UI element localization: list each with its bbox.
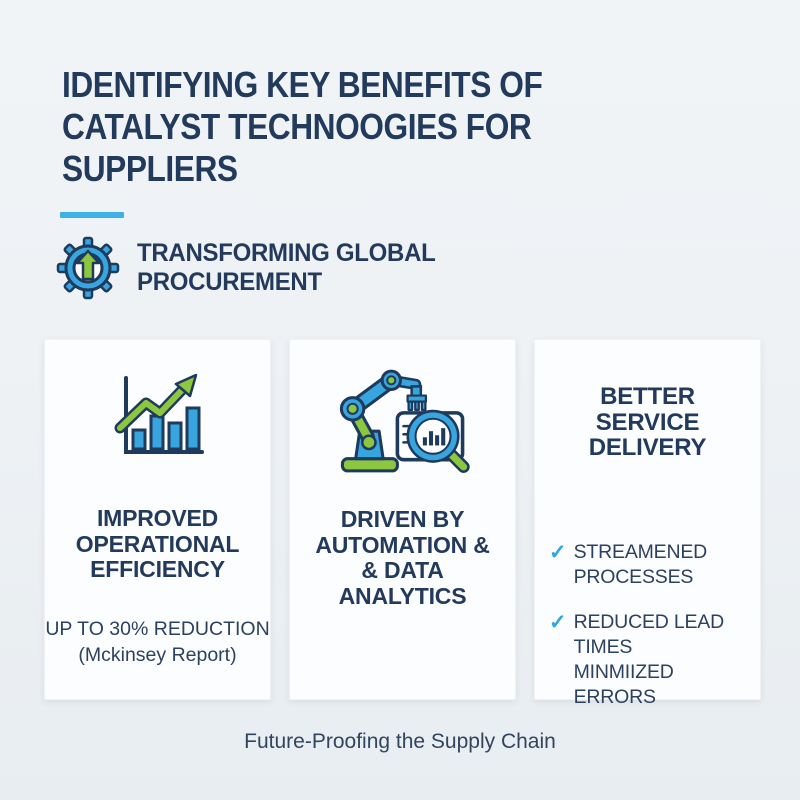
checklist-line: STREAMENED <box>573 541 708 563</box>
benefit-cards-row: IMPROVED OPERATIONAL EFFICIENCY UP TO 30… <box>44 339 761 708</box>
bar-chart-growth-icon <box>114 373 204 454</box>
section-subtitle: TRANSFORMING GLOBAL PROCUREMENT <box>137 239 436 297</box>
checklist-item: ✓ REDUCED LEAD TIMES MINMIIZED ERRORS <box>549 610 754 710</box>
card-automation-analytics: DRIVEN BY AUTOMATION & & DATA ANALYTICS <box>289 339 516 700</box>
benefit-checklist: ✓ STREAMENED PROCESSES ✓ REDUCED LEAD TI… <box>549 540 754 710</box>
main-title-line: IDENTIFYING KEY BENEFITS OF <box>62 64 543 105</box>
card-title: DRIVEN BY AUTOMATION & & DATA ANALYTICS <box>290 506 515 609</box>
section-subtitle-line: TRANSFORMING GLOBAL <box>137 239 436 267</box>
section-subtitle-line: PROCUREMENT <box>137 268 322 296</box>
card-title-line: DRIVEN BY <box>340 506 465 532</box>
section-header: TRANSFORMING GLOBAL PROCUREMENT <box>55 235 448 301</box>
card-title-line: BETTER <box>600 383 695 410</box>
card-title-line: & DATA <box>361 557 444 583</box>
main-title: IDENTIFYING KEY BENEFITS OF CATALYST TEC… <box>62 64 543 190</box>
main-title-line: CATALYST TECHNOOGIES FOR <box>62 106 532 147</box>
card-better-service: BETTER SERVICE DELIVERY ✓ STREAMENED PRO… <box>534 339 761 708</box>
checklist-item-text: STREAMENED PROCESSES <box>573 540 708 590</box>
card-title: BETTER SERVICE DELIVERY <box>535 384 760 461</box>
card-title-line: IMPROVED <box>96 505 219 531</box>
card-improved-efficiency: IMPROVED OPERATIONAL EFFICIENCY UP TO 30… <box>44 339 271 700</box>
card-subtext: UP TO 30% REDUCTION (Mckinsey Report) <box>45 616 270 668</box>
card-subtext-line: (Mckinsey Report) <box>78 644 237 666</box>
gear-up-arrow-icon <box>56 236 120 300</box>
checklist-line: PROCESSES <box>573 566 694 588</box>
main-title-line: SUPPLIERS <box>62 148 238 189</box>
check-icon: ✓ <box>549 611 567 634</box>
card-subtext-line: UP TO 30% REDUCTION <box>45 618 270 640</box>
card-title-line: OPERATIONAL <box>75 530 240 557</box>
title-underline <box>60 212 124 218</box>
checklist-item-text: REDUCED LEAD TIMES MINMIIZED ERRORS <box>574 610 754 710</box>
card-title-line: SERVICE <box>595 408 700 436</box>
card-title-line: EFFICIENCY <box>90 556 225 582</box>
card-title-line: AUTOMATION & <box>315 531 490 558</box>
checklist-line: MINMIIZED ERRORS <box>573 661 674 708</box>
card-title-line: DELIVERY <box>588 434 707 461</box>
checklist-line: REDUCED LEAD TIMES <box>573 611 725 658</box>
check-icon: ✓ <box>549 541 567 564</box>
card-title: IMPROVED OPERATIONAL EFFICIENCY <box>45 505 270 583</box>
card-title-line: ANALYTICS <box>338 582 467 609</box>
checklist-item: ✓ STREAMENED PROCESSES <box>549 540 754 590</box>
robot-arm-analytics-icon <box>339 369 470 473</box>
footer-caption: Future-Proofing the Supply Chain <box>244 730 556 753</box>
